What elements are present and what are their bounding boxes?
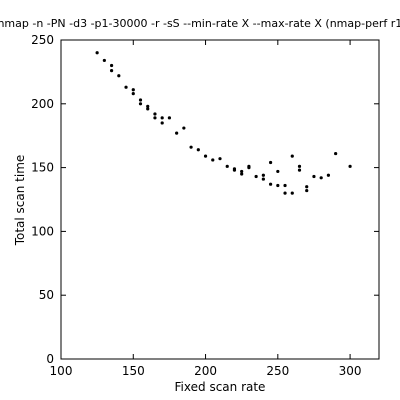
data-point-41 [290, 191, 294, 195]
data-point-30 [247, 166, 251, 170]
y-tick-label-3: 150 [31, 161, 54, 175]
x-tick-label-0: 100 [50, 364, 73, 378]
data-point-37 [276, 169, 280, 174]
data-point-20 [196, 148, 200, 152]
data-point-19 [189, 145, 193, 149]
data-point-35 [268, 182, 273, 186]
data-points [95, 51, 352, 195]
x-tick-label-1: 150 [122, 364, 145, 378]
data-point-31 [254, 174, 258, 179]
y-tick-label-2: 100 [31, 224, 54, 238]
data-point-38 [283, 183, 287, 188]
data-point-47 [319, 176, 323, 180]
data-point-26 [232, 168, 237, 172]
data-point-3 [109, 69, 114, 73]
x-axis: 100 150 200 250 300 [50, 40, 362, 378]
data-point-43 [297, 168, 302, 172]
data-point-24 [225, 164, 229, 168]
data-point-14 [160, 116, 164, 120]
data-point-6 [131, 88, 135, 92]
data-point-28 [240, 172, 244, 176]
data-point-7 [131, 91, 135, 96]
data-point-40 [290, 154, 294, 158]
data-point-48 [326, 173, 331, 177]
data-point-13 [153, 116, 157, 120]
data-point-44 [305, 185, 309, 189]
data-point-17 [175, 131, 179, 135]
data-point-9 [138, 102, 143, 106]
data-point-39 [283, 191, 287, 195]
chart-title: nmap -n -PN -d3 -p1-30000 -r -sS --min-r… [0, 17, 400, 30]
data-point-21 [203, 154, 208, 158]
data-point-5 [124, 85, 128, 89]
data-point-50 [348, 164, 352, 168]
data-point-32 [261, 173, 265, 177]
data-point-18 [182, 126, 186, 130]
data-point-34 [268, 160, 273, 165]
data-point-15 [160, 121, 164, 125]
x-tick-label-2: 200 [194, 364, 217, 378]
x-axis-label: Fixed scan rate [175, 380, 266, 394]
data-point-0 [95, 51, 99, 55]
data-point-42 [297, 164, 302, 168]
data-point-45 [305, 188, 309, 193]
data-point-8 [138, 98, 143, 102]
data-point-22 [211, 158, 215, 162]
data-point-16 [167, 116, 172, 120]
plot-frame [60, 39, 380, 360]
data-point-11 [146, 107, 150, 111]
data-point-36 [276, 183, 280, 188]
y-tick-label-1: 50 [39, 288, 54, 302]
data-point-33 [261, 177, 265, 181]
data-point-23 [218, 157, 222, 161]
y-tick-label-5: 250 [31, 33, 54, 47]
y-tick-label-4: 200 [31, 97, 54, 111]
x-tick-label-3: 250 [266, 364, 289, 378]
data-point-1 [102, 58, 106, 63]
y-axis: 0 50 100 150 200 250 [31, 33, 379, 366]
y-tick-label-0: 0 [46, 352, 54, 366]
data-point-49 [334, 151, 338, 156]
data-point-46 [312, 174, 316, 179]
data-point-4 [117, 74, 121, 78]
data-point-10 [146, 104, 150, 108]
y-axis-label: Total scan time [13, 155, 27, 247]
x-tick-label-4: 300 [339, 364, 362, 378]
data-point-12 [153, 112, 157, 116]
data-point-27 [240, 169, 244, 174]
data-point-2 [109, 63, 114, 68]
